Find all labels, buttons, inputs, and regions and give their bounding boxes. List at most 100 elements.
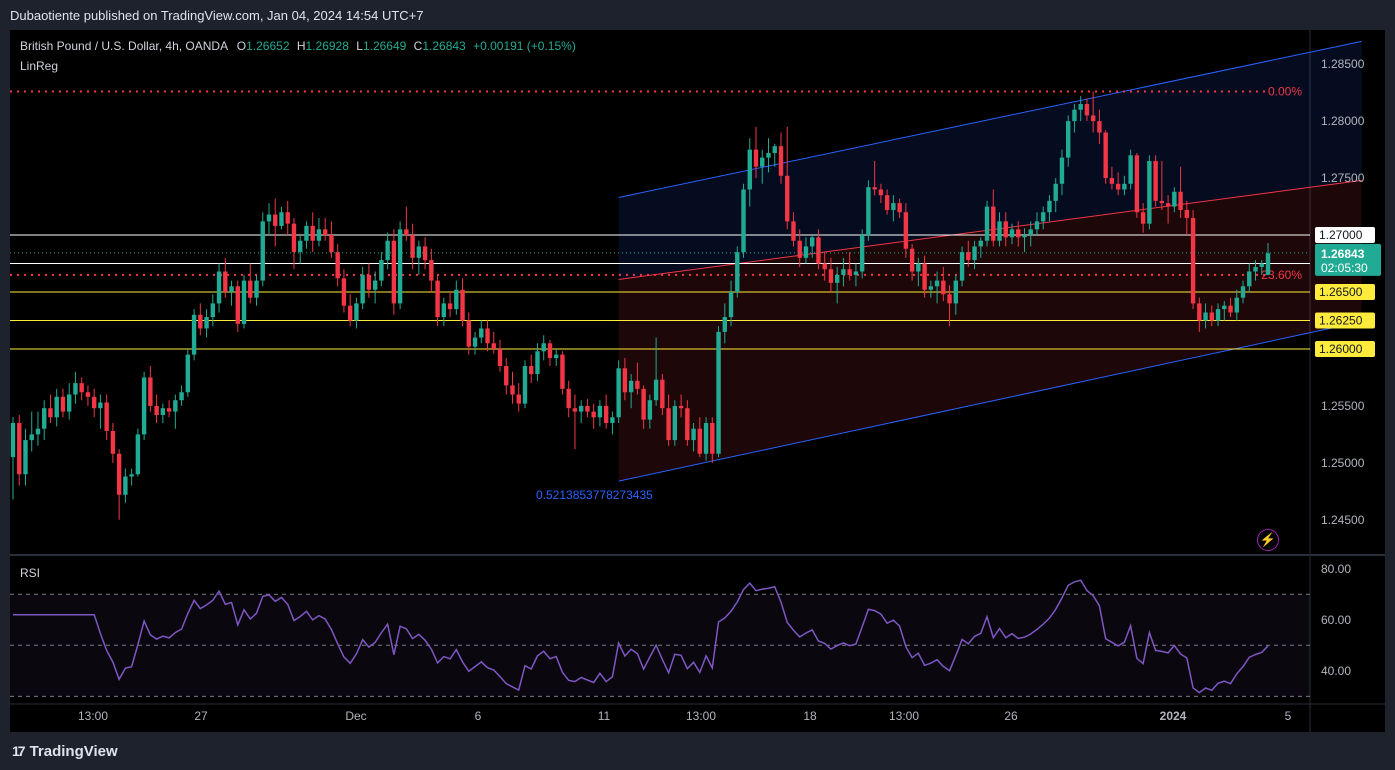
candle-body (148, 377, 153, 406)
candle-body (104, 402, 109, 431)
candle-body (1234, 297, 1239, 313)
symbol-legend[interactable]: British Pound / U.S. Dollar, 4h, OANDA O… (20, 39, 576, 53)
candle-body (1147, 161, 1152, 224)
candle (479, 320, 484, 344)
candle (822, 252, 827, 281)
candle-body (129, 474, 134, 477)
candle-body (1197, 303, 1202, 321)
candle-body (1034, 221, 1040, 230)
linreg-legend[interactable]: LinReg (20, 59, 59, 73)
time-axis-tick: 26 (1004, 709, 1018, 723)
candle-body (653, 379, 659, 401)
tradingview-logo[interactable]: 17 TradingView (12, 743, 118, 760)
candle-body (48, 408, 53, 418)
candle-body (1222, 305, 1227, 310)
candle-body (1184, 209, 1190, 218)
candle-body (135, 434, 141, 475)
candle-body (329, 235, 334, 253)
candle (441, 297, 447, 327)
rsi-legend[interactable]: RSI (20, 566, 41, 580)
candle-body (1028, 229, 1033, 236)
candle (841, 257, 846, 287)
candle (241, 274, 247, 329)
regression-upper-fill (618, 41, 1362, 280)
candle-body (572, 408, 578, 412)
candle (884, 189, 890, 215)
candle-body (372, 280, 378, 290)
candle (572, 394, 578, 450)
candle-body (42, 408, 47, 429)
lightning-icon[interactable]: ⚡ (1257, 529, 1279, 551)
candle-body (166, 408, 172, 412)
candle-body (1203, 312, 1208, 321)
time-axis-tick: 11 (598, 709, 611, 723)
candle (1090, 91, 1096, 133)
low-label: L (356, 39, 363, 53)
price-axis-tick: 1.26250 (1319, 313, 1363, 327)
candle (504, 358, 509, 395)
candle-body (978, 240, 983, 247)
candle-body (778, 146, 784, 176)
candle-body (1122, 183, 1127, 190)
candle (891, 195, 896, 222)
candle (435, 274, 440, 327)
candle (254, 274, 259, 306)
candle (10, 417, 16, 500)
publish-info: Dubaotiente published on TradingView.com… (10, 8, 424, 23)
candle (460, 278, 465, 327)
candle (354, 297, 359, 329)
candle-body (10, 423, 16, 458)
candle-body (741, 189, 746, 253)
candle-body (385, 240, 390, 261)
candle (1228, 297, 1233, 318)
rsi-axis-tick: 40.00 (1321, 664, 1351, 678)
candle-body (235, 286, 240, 324)
candle-body (603, 405, 609, 423)
time-axis-tick: Dec (345, 709, 366, 723)
candle-body (547, 343, 553, 359)
candle (991, 189, 996, 247)
candle-body (422, 246, 428, 261)
candle (472, 331, 478, 355)
candle-body (984, 206, 990, 241)
candle-body (916, 263, 921, 272)
fib-level-label: 0.00% (1268, 85, 1302, 99)
candle (1209, 305, 1215, 327)
candle (429, 248, 434, 292)
candle (1265, 243, 1271, 275)
candle-body (747, 149, 752, 190)
candle-body (728, 292, 734, 318)
candle-body (853, 271, 859, 275)
candle (522, 360, 528, 409)
candle-body (248, 280, 253, 298)
candle (778, 132, 784, 184)
candle (984, 200, 990, 247)
candle (210, 294, 216, 327)
candle-body (391, 240, 397, 304)
candle-body (1153, 161, 1158, 201)
candle (1016, 221, 1021, 247)
candle-body (198, 314, 203, 329)
candle-body (672, 405, 678, 441)
candle (934, 271, 940, 304)
candle (35, 411, 41, 446)
candle-body (828, 269, 834, 283)
candle-body (1047, 200, 1052, 213)
candle (1009, 223, 1015, 245)
candle (135, 428, 141, 477)
candle-body (1090, 115, 1096, 122)
candle (616, 360, 621, 423)
candle-body (628, 380, 634, 393)
candle-body (435, 280, 440, 318)
chart-frame[interactable] (10, 30, 1385, 732)
candle (179, 385, 184, 406)
candle-body (223, 271, 228, 292)
candle (735, 246, 740, 298)
candle (878, 183, 884, 204)
candle (166, 400, 172, 418)
candle-body (73, 383, 78, 395)
candle-body (735, 252, 740, 292)
candle (1109, 166, 1115, 190)
candle-body (1165, 203, 1171, 207)
